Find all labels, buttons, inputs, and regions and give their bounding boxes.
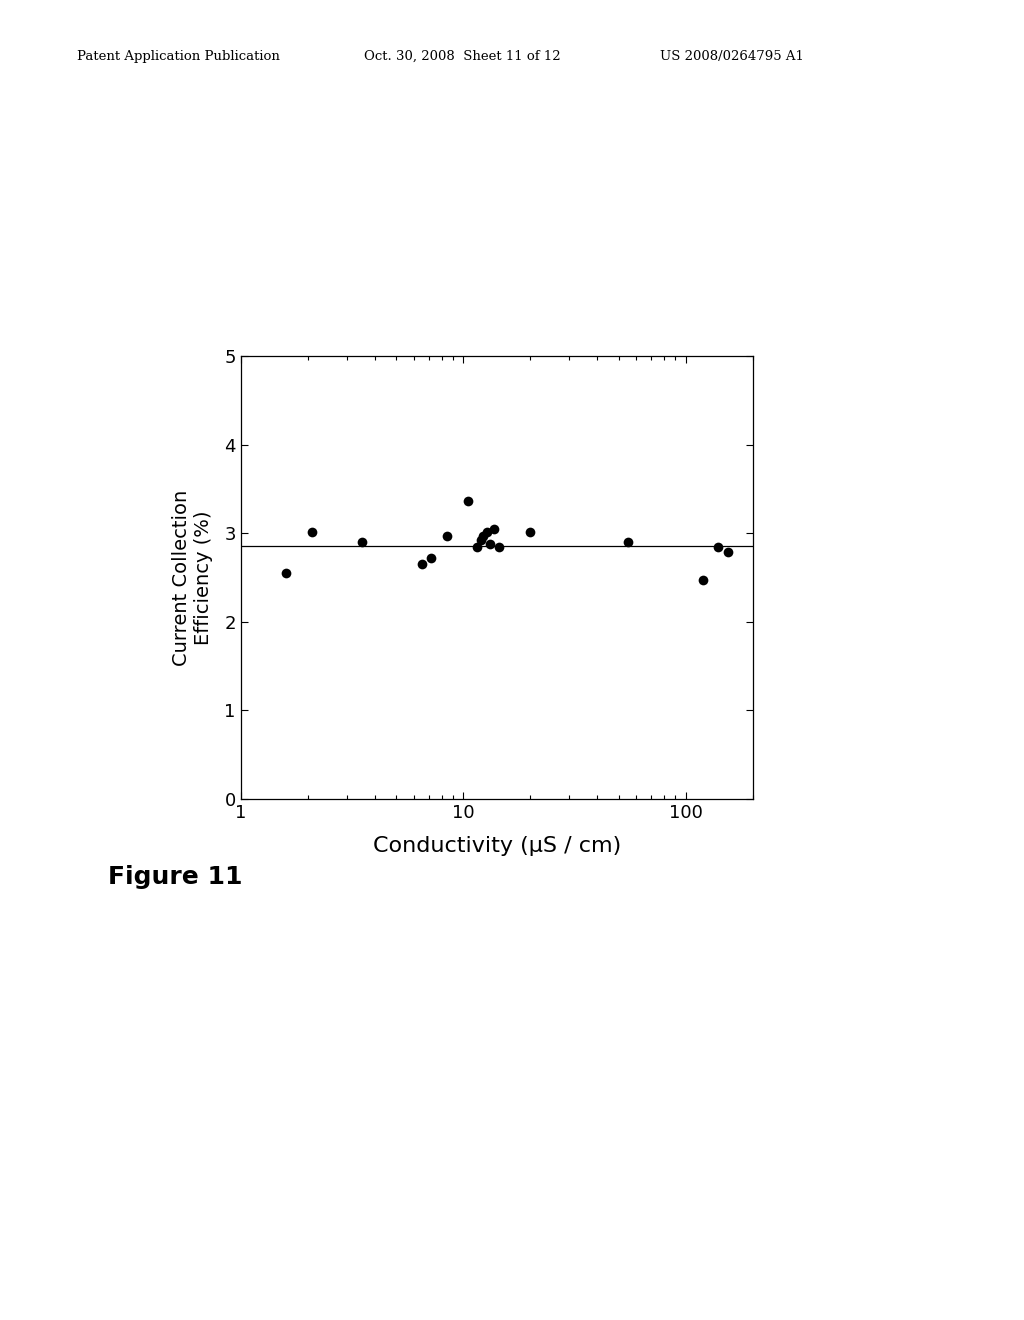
Point xyxy=(481,533,498,554)
Text: Figure 11: Figure 11 xyxy=(108,865,242,888)
X-axis label: Conductivity (μS / cm): Conductivity (μS / cm) xyxy=(373,836,621,857)
Point xyxy=(414,553,430,574)
Point xyxy=(278,562,294,583)
Text: US 2008/0264795 A1: US 2008/0264795 A1 xyxy=(660,50,805,63)
Point xyxy=(423,548,439,569)
Y-axis label: Current Collection
Efficiency (%): Current Collection Efficiency (%) xyxy=(172,490,213,665)
Point xyxy=(460,490,476,511)
Point xyxy=(353,532,370,553)
Point xyxy=(439,525,456,546)
Point xyxy=(475,525,492,546)
Point xyxy=(620,532,636,553)
Point xyxy=(472,529,488,550)
Text: Patent Application Publication: Patent Application Publication xyxy=(77,50,280,63)
Point xyxy=(479,521,496,543)
Point xyxy=(304,521,321,543)
Point xyxy=(522,521,539,543)
Point xyxy=(720,541,736,562)
Point xyxy=(710,536,726,557)
Point xyxy=(468,536,484,557)
Point xyxy=(695,570,712,591)
Point xyxy=(486,519,503,540)
Point xyxy=(490,536,507,557)
Text: Oct. 30, 2008  Sheet 11 of 12: Oct. 30, 2008 Sheet 11 of 12 xyxy=(364,50,560,63)
